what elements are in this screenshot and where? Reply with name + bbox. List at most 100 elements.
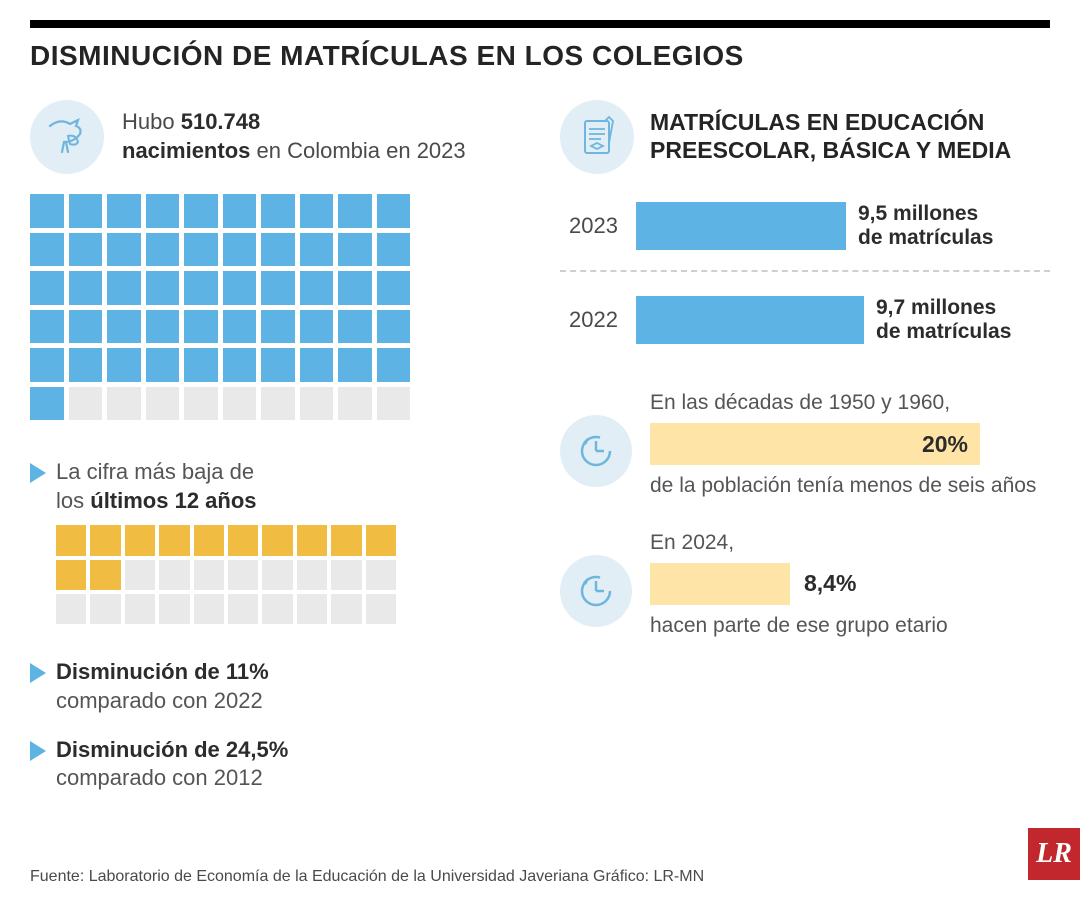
demographic-2024: En 2024, 8,4% hacen parte de ese grupo e… — [560, 531, 1050, 639]
triangle-icon — [30, 463, 46, 483]
waffle-cell — [338, 194, 372, 228]
publisher-logo: LR — [1028, 828, 1080, 880]
waffle-cell — [261, 233, 295, 267]
waffle-cell — [69, 233, 103, 267]
demo2-bar-wrap: 8,4% — [650, 563, 1050, 605]
bar-rect-2023 — [636, 202, 846, 250]
demo2-posttext: hacen parte de ese grupo etario — [650, 613, 1050, 639]
waffle-cell — [30, 310, 64, 344]
waffle-cell — [377, 348, 411, 382]
waffle-cell — [107, 194, 141, 228]
bar-2023: 2023 9,5 millones de matrículas — [560, 202, 1050, 250]
bar-year-2022: 2022 — [560, 307, 618, 333]
stork-icon — [30, 100, 104, 174]
demo2-pct: 8,4% — [804, 570, 856, 597]
waffle-cell — [338, 233, 372, 267]
waffle-cell — [223, 387, 257, 421]
decrease2-bold: Disminución de 24,5% — [56, 737, 288, 762]
bar-2022: 2022 9,7 millones de matrículas — [560, 296, 1050, 344]
waffle-cell — [300, 310, 334, 344]
waffle-cell — [297, 525, 327, 555]
waffle-cell — [262, 560, 292, 590]
demo1-pretext: En las décadas de 1950 y 1960, — [650, 391, 1050, 415]
demo1-posttext: de la población tenía menos de seis años — [650, 473, 1050, 499]
waffle-cell — [184, 310, 218, 344]
waffle-cell — [194, 594, 224, 624]
waffle-cell — [69, 310, 103, 344]
waffle-cell — [184, 194, 218, 228]
waffle-cell — [184, 271, 218, 305]
demo2-bar — [650, 563, 790, 605]
waffle-cell — [184, 348, 218, 382]
waffle-cell — [223, 348, 257, 382]
bar-pair-2022: 9,7 millones de matrículas — [636, 296, 1050, 344]
lowest-text: La cifra más baja de los últimos 12 años — [56, 458, 257, 515]
decrease-2012: Disminución de 24,5% comparado con 2012 — [30, 736, 520, 793]
waffle-cell — [366, 525, 396, 555]
waffle-cell — [338, 348, 372, 382]
waffle-cell — [338, 271, 372, 305]
waffle-cell — [90, 560, 120, 590]
waffle-cell — [262, 525, 292, 555]
page-title: DISMINUCIÓN DE MATRÍCULAS EN LOS COLEGIO… — [30, 40, 1050, 72]
decrease2-rest: comparado con 2012 — [56, 765, 263, 790]
waffle-cell — [194, 525, 224, 555]
years-waffle — [56, 525, 396, 624]
waffle-cell — [30, 233, 64, 267]
waffle-cell — [223, 233, 257, 267]
waffle-cell — [56, 525, 86, 555]
waffle-cell — [331, 525, 361, 555]
waffle-cell — [107, 348, 141, 382]
waffle-cell — [377, 194, 411, 228]
waffle-cell — [261, 194, 295, 228]
waffle-cell — [107, 233, 141, 267]
waffle-cell — [228, 560, 258, 590]
demo1-bar-wrap: 20% — [650, 423, 1050, 465]
content-columns: Hubo 510.748 nacimientos en Colombia en … — [30, 100, 1050, 813]
births-mid: nacimientos — [122, 138, 250, 163]
waffle-cell — [228, 525, 258, 555]
waffle-cell — [228, 594, 258, 624]
waffle-cell — [223, 271, 257, 305]
enrollment-title: MATRÍCULAS EN EDUCACIÓN PREESCOLAR, BÁSI… — [650, 109, 1050, 164]
waffle-cell — [30, 348, 64, 382]
waffle-cell — [30, 387, 64, 421]
lowest-line1: La cifra más baja de — [56, 459, 254, 484]
waffle-cell — [56, 594, 86, 624]
waffle-cell — [125, 525, 155, 555]
waffle-cell — [223, 194, 257, 228]
waffle-cell — [300, 233, 334, 267]
demographic-1950s-content: En las décadas de 1950 y 1960, 20% de la… — [650, 391, 1050, 499]
clock-icon — [560, 555, 632, 627]
decrease1-rest: comparado con 2022 — [56, 688, 263, 713]
waffle-cell — [56, 560, 86, 590]
waffle-cell — [30, 194, 64, 228]
bar-label-2022: 9,7 millones de matrículas — [876, 296, 1011, 344]
waffle-cell — [146, 348, 180, 382]
waffle-cell — [184, 233, 218, 267]
waffle-cell — [338, 310, 372, 344]
waffle-cell — [331, 560, 361, 590]
waffle-cell — [261, 387, 295, 421]
births-number: 510.748 — [181, 109, 261, 134]
waffle-cell — [300, 348, 334, 382]
lowest-line2-bold: últimos 12 años — [90, 488, 256, 513]
births-header: Hubo 510.748 nacimientos en Colombia en … — [30, 100, 520, 174]
waffle-cell — [194, 560, 224, 590]
waffle-cell — [223, 310, 257, 344]
births-waffle — [30, 194, 410, 420]
waffle-cell — [146, 233, 180, 267]
waffle-cell — [125, 560, 155, 590]
waffle-cell — [338, 387, 372, 421]
waffle-cell — [69, 348, 103, 382]
bar-value-2023: 9,5 millones — [858, 202, 993, 226]
waffle-cell — [300, 271, 334, 305]
decrease-2012-text: Disminución de 24,5% comparado con 2012 — [56, 736, 288, 793]
demographic-2024-content: En 2024, 8,4% hacen parte de ese grupo e… — [650, 531, 1050, 639]
clock-icon — [560, 415, 632, 487]
decrease-2022-text: Disminución de 11% comparado con 2022 — [56, 658, 269, 715]
waffle-cell — [146, 310, 180, 344]
waffle-cell — [159, 594, 189, 624]
demographic-1950s: En las décadas de 1950 y 1960, 20% de la… — [560, 391, 1050, 499]
waffle-cell — [300, 194, 334, 228]
